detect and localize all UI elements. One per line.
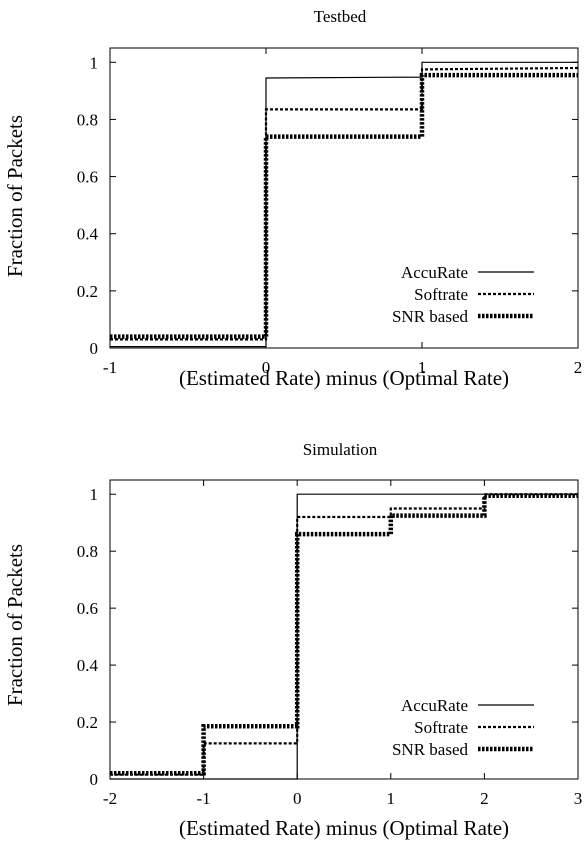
plot-frame	[109, 47, 579, 349]
x-tick-label: 3	[574, 789, 583, 808]
series-lines	[110, 61, 579, 348]
y-tick-label: 1	[90, 485, 99, 504]
x-tick-label: -2	[103, 789, 117, 808]
x-axis-label: (Estimated Rate) minus (Optimal Rate)	[179, 816, 509, 840]
series-line-accurate	[110, 493, 578, 780]
y-tick-label: 0	[90, 770, 99, 789]
series-line-snr-based	[110, 493, 578, 776]
series-line-softrate	[110, 66, 579, 341]
y-tick-label: 0.8	[77, 542, 98, 561]
plot-frame	[109, 479, 579, 780]
legend: AccuRate Softrate SNR based	[392, 263, 534, 326]
y-tick-label: 0.4	[77, 225, 99, 244]
y-axis-label: Fraction of Packets	[3, 544, 27, 706]
y-tick-label: 0	[90, 339, 99, 358]
legend: AccuRate Softrate SNR based	[392, 696, 534, 759]
legend-label: AccuRate	[401, 263, 468, 282]
legend-label: AccuRate	[401, 696, 468, 715]
y-tick-label: 0.6	[77, 168, 98, 187]
legend-label: Softrate	[414, 718, 468, 737]
y-axis-label: Fraction of Packets	[3, 115, 27, 277]
y-tick-label: 0.8	[77, 110, 98, 129]
axis-ticks: 00.20.40.60.81-1 0 1 2	[77, 48, 583, 377]
series-line-snr-based	[110, 72, 578, 339]
simulation-chart: Simulation Fraction of Packets (Estimate…	[3, 440, 582, 840]
series-line-accurate	[110, 61, 578, 348]
legend-label: Softrate	[414, 285, 468, 304]
y-tick-label: 0.2	[77, 282, 98, 301]
axis-ticks: 0 0.2 0.4 0.6 0.8 1 -2 -1 0 1 2 3	[77, 480, 583, 808]
y-tick-label: 1	[90, 53, 99, 72]
series-lines	[110, 493, 578, 780]
testbed-chart: Testbed Fraction of Packets (Estimated R…	[3, 7, 582, 390]
chart-title: Simulation	[303, 440, 378, 459]
y-tick-label: 0.6	[77, 599, 98, 618]
x-tick-label: 2	[480, 789, 489, 808]
x-tick-label: 1	[418, 358, 427, 377]
y-tick-label: 0.2	[77, 713, 98, 732]
x-tick-label: -1	[197, 789, 211, 808]
x-tick-label: 2	[574, 358, 583, 377]
x-tick-label: 0	[293, 789, 302, 808]
x-tick-label: 0	[262, 358, 271, 377]
x-tick-label: 1	[387, 789, 396, 808]
x-axis-label: (Estimated Rate) minus (Optimal Rate)	[179, 366, 509, 390]
x-tick-label: -1	[103, 358, 117, 377]
chart-title: Testbed	[314, 7, 367, 26]
y-tick-label: 0.4	[77, 656, 99, 675]
legend-label: SNR based	[392, 307, 469, 326]
legend-label: SNR based	[392, 740, 469, 759]
